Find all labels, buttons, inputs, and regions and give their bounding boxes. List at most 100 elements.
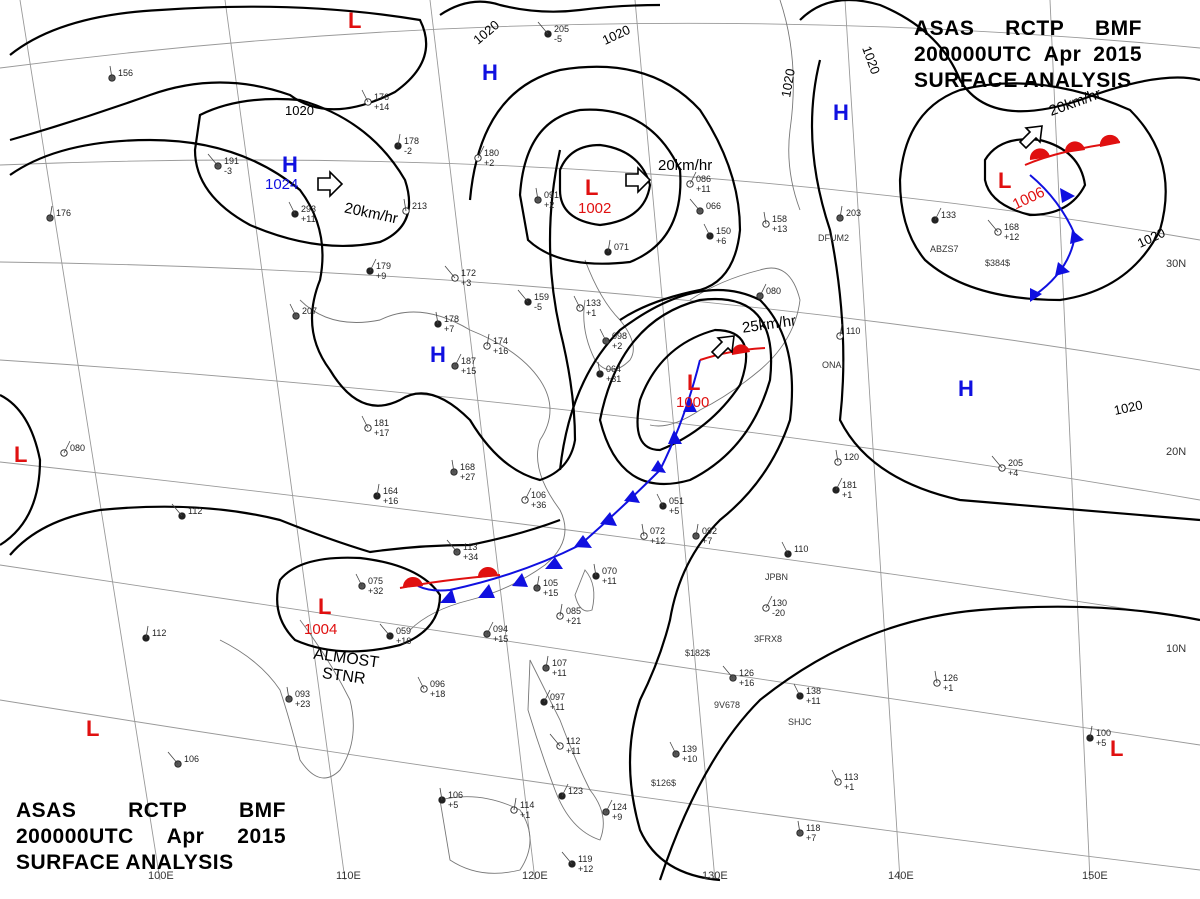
low-center-letter: L	[14, 442, 28, 467]
station-plot: 205+4	[991, 455, 1023, 478]
station-pressure: 059	[396, 626, 411, 636]
wind-barb-icon	[535, 187, 539, 201]
station-plot: 107+11	[542, 655, 567, 678]
low-center-letter: L	[1110, 736, 1124, 761]
wind-barb-icon	[369, 258, 377, 272]
wind-barb-icon	[561, 851, 573, 865]
wind-barb-icon	[669, 741, 677, 755]
station-plot: 123	[558, 783, 583, 800]
wind-barb-icon	[439, 787, 443, 801]
station-tendency: +7	[702, 536, 712, 546]
station-tendency: +4	[1008, 468, 1018, 478]
center-pressure-value: 1000	[676, 394, 710, 411]
title-block-bottom-left: ASAS RCTP BMF 200000UTC Apr 2015 SURFACE…	[16, 798, 286, 876]
station-plot: 205-5	[537, 21, 569, 44]
station-plot: 070+11	[592, 563, 617, 586]
low-center-letter: L	[86, 716, 100, 741]
korea-coast	[583, 259, 634, 371]
cold-front-triangles	[440, 188, 1084, 603]
wind-barb-icon	[167, 751, 179, 765]
ship-callsign: ONAI	[822, 360, 845, 370]
station-plot: 113+34	[446, 539, 478, 562]
station-plot: 106	[167, 751, 199, 768]
station-pressure: 159	[534, 292, 549, 302]
wind-barb-icon	[435, 311, 439, 325]
isobar-west-edge	[0, 394, 42, 546]
station-plot: 071	[604, 239, 629, 256]
station-plot: 179+9	[366, 258, 391, 281]
station-tendency: +7	[444, 324, 454, 334]
station-tendency: -20	[772, 608, 785, 618]
meridian-140e	[844, 0, 901, 881]
title-station: RCTP	[1005, 17, 1065, 40]
station-plot: 178-2	[394, 133, 419, 156]
wind-barb-icon	[991, 455, 1003, 469]
station-pressure: 091	[544, 190, 559, 200]
wind-barb-icon	[763, 211, 767, 225]
station-plot: 085+21	[556, 603, 581, 626]
isobar-label: 1020	[778, 67, 798, 98]
wind-barb-icon	[689, 198, 701, 212]
station-pressure: 150	[716, 226, 731, 236]
station-pressure: 066	[706, 201, 721, 211]
station-pressure: 112	[152, 628, 166, 638]
sakhalin-coast	[779, 0, 801, 211]
title-year: 2015	[237, 825, 286, 848]
title-product: SURFACE ANALYSIS	[914, 69, 1132, 92]
station-plot: 112	[142, 625, 166, 642]
meridian-110e	[224, 0, 346, 881]
station-pressure: 205	[1008, 458, 1023, 468]
wind-barb-icon	[49, 205, 53, 219]
title-datetime: 200000UTC	[16, 825, 134, 848]
title-datetime: 200000UTC	[914, 43, 1032, 66]
station-plot: 114+1	[510, 797, 534, 820]
station-plot: 094+15	[483, 621, 508, 644]
wind-barb-icon	[597, 361, 601, 375]
station-plot: 156	[108, 65, 133, 82]
longitude-label: 100E	[148, 870, 174, 882]
cold-front	[417, 174, 1084, 603]
station-pressure: 133	[586, 298, 601, 308]
station-tendency: +16	[396, 636, 411, 646]
wind-barb-icon	[451, 459, 455, 473]
center-pressure-value: 1004	[304, 621, 338, 638]
low-center-letter: L	[348, 8, 362, 33]
ship-callsign: DFUM2	[818, 233, 849, 243]
isobar-low-1004	[276, 556, 442, 653]
ship-callsign: $182$	[685, 648, 711, 658]
low-center-letter: L	[318, 594, 332, 619]
wind-barb-icon	[781, 541, 789, 555]
station-tendency: +1	[520, 810, 530, 820]
wind-barb-icon	[536, 575, 540, 589]
station-plot: 126+1	[933, 670, 958, 693]
center-pressure-value: 1024	[265, 176, 299, 193]
station-pressure: 187	[461, 356, 476, 366]
station-tendency: +18	[430, 689, 445, 699]
wind-barb-icon	[537, 21, 549, 35]
station-pressure: 133	[941, 210, 956, 220]
station-tendency: +6	[716, 236, 726, 246]
title-agency: ASAS	[914, 17, 975, 40]
wind-barb-icon	[831, 769, 839, 783]
station-tendency: +11	[602, 576, 617, 586]
wind-barb-icon	[1089, 725, 1093, 739]
station-pressure: 207	[302, 306, 317, 316]
station-plot: 072+12	[640, 523, 665, 546]
station-tendency: +15	[543, 588, 558, 598]
station-pressure: 064	[606, 364, 621, 374]
title-agency: ASAS	[16, 799, 77, 822]
station-pressure: 080	[766, 286, 781, 296]
station-pressure: 100	[1096, 728, 1111, 738]
station-plot: 098+2	[599, 328, 627, 351]
station-tendency: +1	[842, 490, 852, 500]
station-plot: 100+5	[1086, 725, 1111, 748]
wind-barb-icon	[759, 283, 767, 297]
indochina-coast	[219, 619, 354, 779]
station-tendency: +11	[566, 746, 581, 756]
station-plot: 106+5	[438, 787, 463, 810]
station-plot: 086+11	[686, 171, 711, 194]
station-tendency: +11	[550, 702, 565, 712]
station-plot: 096+18	[417, 676, 445, 699]
station-tendency: +1	[943, 683, 953, 693]
